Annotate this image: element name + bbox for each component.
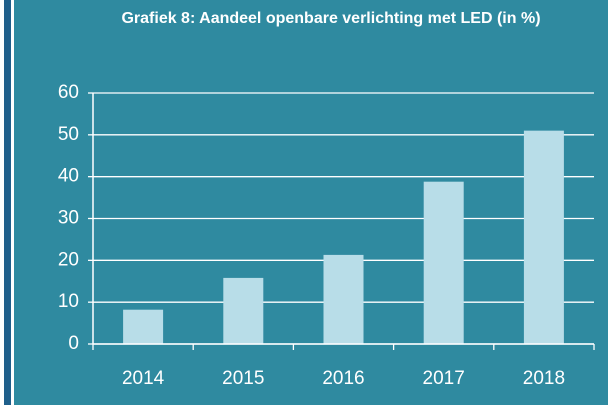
x-tick-label: 2017 bbox=[423, 368, 465, 389]
x-tick-label: 2015 bbox=[222, 368, 264, 389]
y-tick-label: 10 bbox=[58, 291, 79, 312]
y-tick-label: 30 bbox=[58, 208, 79, 229]
bar bbox=[423, 181, 464, 344]
y-tick-label: 20 bbox=[58, 249, 79, 270]
side-strip bbox=[4, 0, 11, 405]
x-tick-label: 2018 bbox=[523, 368, 565, 389]
y-tick-label: 50 bbox=[58, 124, 79, 145]
y-tick-label: 0 bbox=[68, 333, 79, 354]
chart-title: Grafiek 8: Aandeel openbare verlichting … bbox=[121, 10, 541, 27]
x-tick-label: 2014 bbox=[122, 368, 165, 389]
y-tick-label: 60 bbox=[58, 82, 79, 103]
bar bbox=[323, 254, 364, 344]
y-tick-label: 40 bbox=[58, 166, 79, 187]
bar bbox=[523, 130, 564, 344]
bar bbox=[223, 277, 264, 344]
x-tick-label: 2016 bbox=[322, 368, 364, 389]
chart-panel bbox=[14, 0, 608, 405]
bar bbox=[123, 309, 164, 344]
